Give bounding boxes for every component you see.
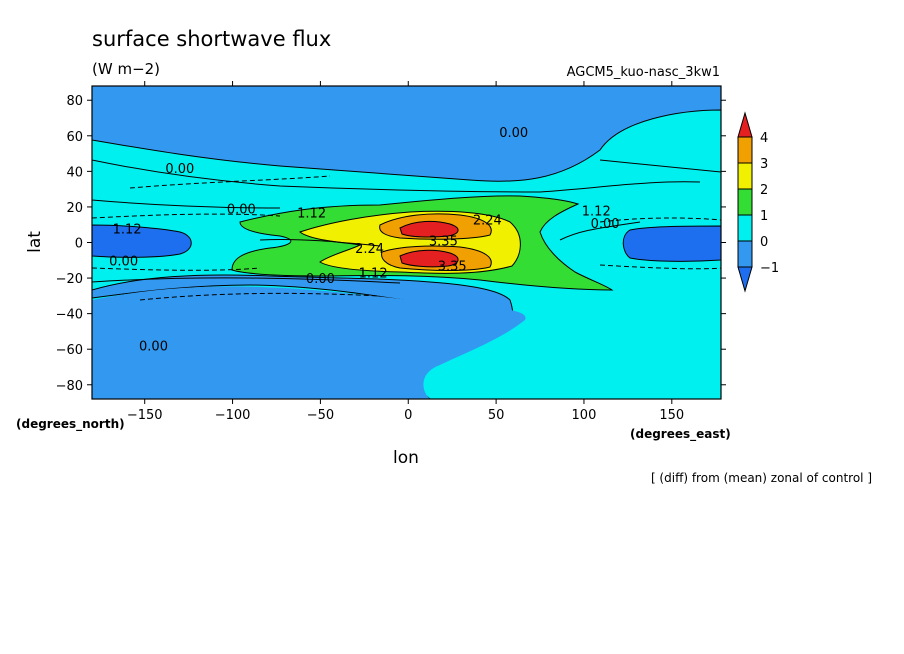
svg-text:0.00: 0.00	[591, 217, 620, 232]
contour-label: 0.00	[499, 126, 528, 141]
x-unit-note: (degrees_east)	[630, 427, 731, 442]
contour-label: 3.35	[429, 235, 458, 250]
colorbar-swatch	[737, 188, 753, 216]
contour-label: 1.12	[359, 267, 388, 282]
y-axis-title: lat	[25, 231, 45, 253]
svg-text:0.00: 0.00	[165, 162, 194, 177]
x-tick-label: 0	[404, 408, 412, 423]
field-4-south	[399, 249, 459, 268]
contour-fields	[92, 86, 721, 399]
colorbar-swatch	[737, 162, 753, 190]
y-tick-label: −20	[56, 272, 83, 287]
footnote: [ (diff) from (mean) zonal of control ]	[651, 471, 872, 485]
svg-text:2.24: 2.24	[473, 213, 502, 228]
svg-text:0.00: 0.00	[499, 126, 528, 141]
chart-units: (W m−2)	[92, 60, 160, 78]
svg-text:0.00: 0.00	[227, 203, 256, 218]
colorbar-swatch	[737, 240, 753, 268]
colorbar-swatch	[737, 136, 753, 164]
contour-label: 0.00	[227, 203, 256, 218]
contour-label: 2.24	[473, 213, 502, 228]
x-tick-label: 50	[488, 408, 505, 423]
y-tick-label: 60	[66, 130, 83, 145]
field-neg-west	[92, 224, 192, 258]
svg-text:3.35: 3.35	[429, 235, 458, 250]
colorbar-label: 4	[760, 131, 768, 146]
y-tick-label: 40	[66, 165, 83, 180]
colorbar-swatch	[737, 214, 753, 242]
x-axis-title: lon	[393, 448, 419, 468]
svg-text:3.35: 3.35	[438, 260, 467, 275]
colorbar-label: 2	[760, 183, 768, 198]
y-tick-label: −40	[56, 308, 83, 323]
svg-text:1.12: 1.12	[113, 222, 142, 237]
contour-label-layer: 0.000.000.00 1.121.120.002.243.352.243.35…	[109, 126, 619, 354]
svg-text:0.00: 0.00	[109, 254, 138, 269]
y-tick-label: 20	[66, 201, 83, 216]
contour-label: 2.24	[355, 242, 384, 257]
colorbar-label: 1	[760, 209, 768, 224]
axis-layer: −150 −100 −50 0 50 100 150 −80 −60 −40 −20 0 20 40 60 8…	[56, 81, 726, 423]
chart-title: surface shortwave flux	[92, 27, 331, 51]
contour-label: 1.12	[113, 222, 142, 237]
contour-label: 1.12	[582, 204, 611, 219]
experiment-label: AGCM5_kuo-nasc_3kw1	[567, 65, 720, 80]
y-tick-label: −80	[56, 379, 83, 394]
svg-text:1.12: 1.12	[359, 267, 388, 282]
colorbar: −1 0 1 2 3 4	[737, 111, 779, 293]
y-tick-label: 0	[75, 237, 83, 252]
x-tick-label: −100	[215, 408, 251, 423]
field-4-north	[399, 220, 459, 238]
colorbar-label: 0	[760, 235, 768, 250]
colorbar-extend-max	[737, 111, 753, 138]
contour-label: 0.00	[165, 162, 194, 177]
colorbar-extend-min	[737, 266, 753, 293]
x-tick-label: −50	[307, 408, 334, 423]
svg-text:2.24: 2.24	[355, 242, 384, 257]
contour-label: 0.00	[306, 272, 335, 287]
contour-label: 3.35	[438, 260, 467, 275]
contour-label: 1.12	[297, 206, 326, 221]
svg-text:0.00: 0.00	[306, 272, 335, 287]
y-tick-label: 80	[66, 94, 83, 109]
colorbar-label: −1	[760, 261, 779, 276]
contour-label: 0.00	[591, 217, 620, 232]
y-tick-label: −60	[56, 343, 83, 358]
svg-text:1.12: 1.12	[297, 206, 326, 221]
contour-label: 0.00	[109, 254, 138, 269]
svg-text:1.12: 1.12	[582, 204, 611, 219]
x-tick-label: 150	[659, 408, 684, 423]
y-unit-note: (degrees_north)	[16, 417, 125, 432]
x-tick-label: 100	[572, 408, 597, 423]
colorbar-label: 3	[760, 157, 768, 172]
svg-text:0.00: 0.00	[139, 340, 168, 355]
field-neg-east	[622, 225, 721, 262]
x-tick-label: −150	[127, 408, 163, 423]
contour-label: 0.00	[139, 340, 168, 355]
